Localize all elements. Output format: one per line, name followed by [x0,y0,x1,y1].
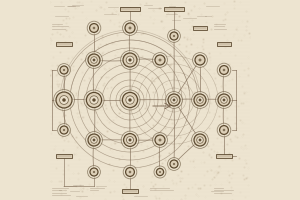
Circle shape [166,92,182,108]
Circle shape [216,92,232,108]
Circle shape [87,21,101,35]
Circle shape [120,90,140,110]
Circle shape [126,168,134,176]
Circle shape [192,132,208,148]
Circle shape [93,27,95,29]
Circle shape [159,171,161,173]
Circle shape [121,131,139,149]
Circle shape [124,134,136,146]
Circle shape [60,66,68,74]
Circle shape [129,27,131,29]
Circle shape [127,136,134,144]
Circle shape [199,99,201,101]
Circle shape [168,158,180,170]
Circle shape [88,134,100,146]
Circle shape [93,139,95,141]
Circle shape [88,54,100,66]
Circle shape [154,166,166,178]
Circle shape [123,53,137,67]
Circle shape [170,32,178,40]
Circle shape [128,98,131,102]
Circle shape [91,57,97,63]
Circle shape [221,97,227,103]
Circle shape [125,23,135,33]
Circle shape [173,163,175,165]
Circle shape [62,98,66,102]
Circle shape [195,55,205,65]
Circle shape [193,53,207,67]
Circle shape [168,30,180,42]
Circle shape [123,21,137,35]
Circle shape [129,59,131,61]
Circle shape [159,139,161,141]
Circle shape [90,168,98,176]
Circle shape [194,134,206,146]
Circle shape [197,137,203,143]
Circle shape [220,66,228,74]
Circle shape [85,132,102,148]
Circle shape [122,92,138,108]
Bar [56,42,72,46]
Circle shape [197,97,203,103]
Circle shape [155,55,165,65]
Circle shape [58,124,70,136]
Circle shape [171,97,177,103]
Circle shape [63,129,65,131]
Circle shape [217,123,231,137]
Circle shape [60,96,68,104]
Circle shape [123,165,137,179]
Circle shape [93,171,95,173]
Circle shape [217,63,231,77]
Circle shape [199,139,201,141]
Circle shape [192,92,208,108]
Circle shape [93,59,95,61]
Bar [216,154,232,158]
Circle shape [90,96,98,104]
Circle shape [63,69,65,71]
Circle shape [129,139,131,141]
Circle shape [156,168,164,176]
Circle shape [85,52,102,68]
Circle shape [173,35,175,37]
Circle shape [86,92,102,108]
Circle shape [155,135,165,145]
Circle shape [168,94,180,106]
Circle shape [88,166,100,178]
Circle shape [170,160,178,168]
Circle shape [159,59,161,61]
Circle shape [126,56,134,64]
Circle shape [173,99,175,101]
Circle shape [91,137,97,143]
Bar [164,7,184,11]
Bar [193,26,207,30]
Circle shape [220,126,228,134]
Circle shape [121,51,140,69]
Circle shape [60,126,68,134]
Circle shape [218,94,230,106]
Bar [120,7,140,11]
Circle shape [90,24,98,32]
Bar [217,42,231,46]
Circle shape [153,133,167,147]
Circle shape [126,96,134,104]
Bar [56,154,72,158]
Circle shape [223,99,225,101]
Circle shape [84,90,104,110]
Circle shape [54,90,74,110]
Circle shape [92,98,95,102]
Circle shape [56,92,72,108]
Bar [122,189,138,193]
Circle shape [58,64,70,76]
Circle shape [223,129,225,131]
Circle shape [153,53,167,67]
Circle shape [199,59,201,61]
Circle shape [194,94,206,106]
Circle shape [223,69,225,71]
Circle shape [129,171,131,173]
